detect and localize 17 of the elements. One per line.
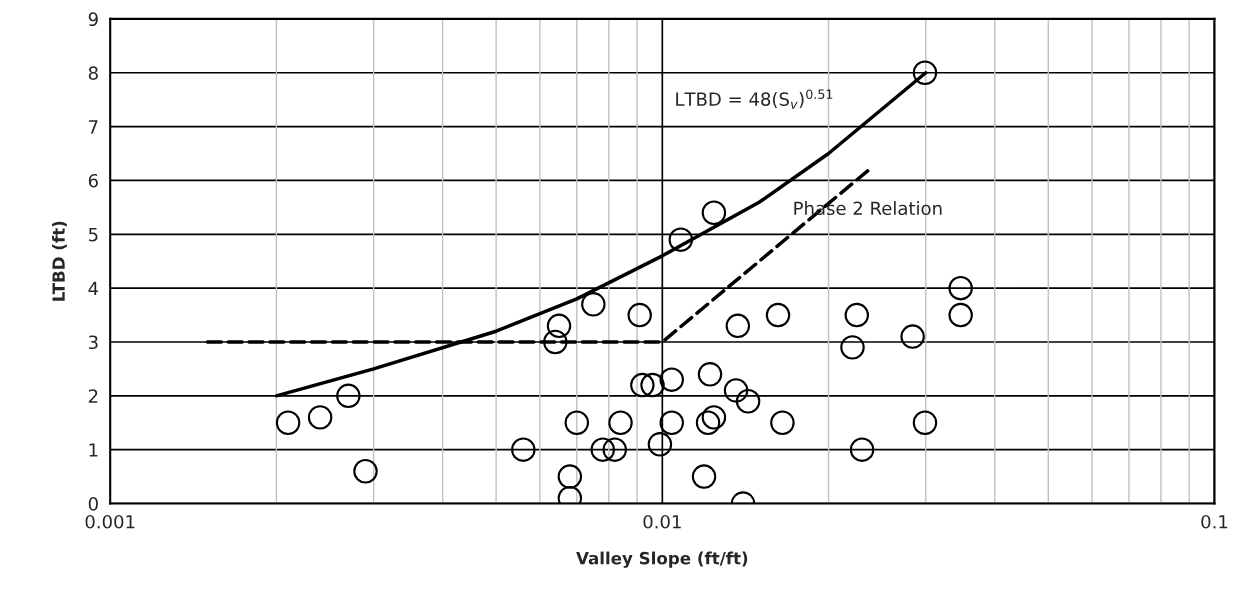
y-tick-label: 0	[88, 496, 98, 511]
y-tick-label: 5	[88, 227, 98, 242]
y-tick-label: 3	[88, 335, 98, 350]
y-tick-label: 9	[88, 12, 98, 27]
y-tick-label: 8	[88, 66, 98, 80]
x-tick-label: 0.01	[643, 514, 681, 529]
x-tick-label: 0.1	[1201, 514, 1228, 529]
y-tick-label: 2	[88, 389, 98, 403]
y-tick-label: 6	[88, 173, 98, 188]
y-axis-title: LTBD (ft)	[52, 221, 67, 301]
x-axis-title: Valley Slope (ft/ft)	[576, 551, 748, 568]
annotation: LTBD = 48(S$_{v}$)$^{0.51}$	[676, 89, 833, 109]
annotation: Phase 2 Relation	[794, 201, 942, 216]
x-tick-label: 0.001	[85, 514, 135, 529]
y-tick-label: 4	[88, 281, 99, 296]
y-tick-label: 7	[89, 120, 98, 134]
y-tick-label: 1	[89, 443, 98, 457]
